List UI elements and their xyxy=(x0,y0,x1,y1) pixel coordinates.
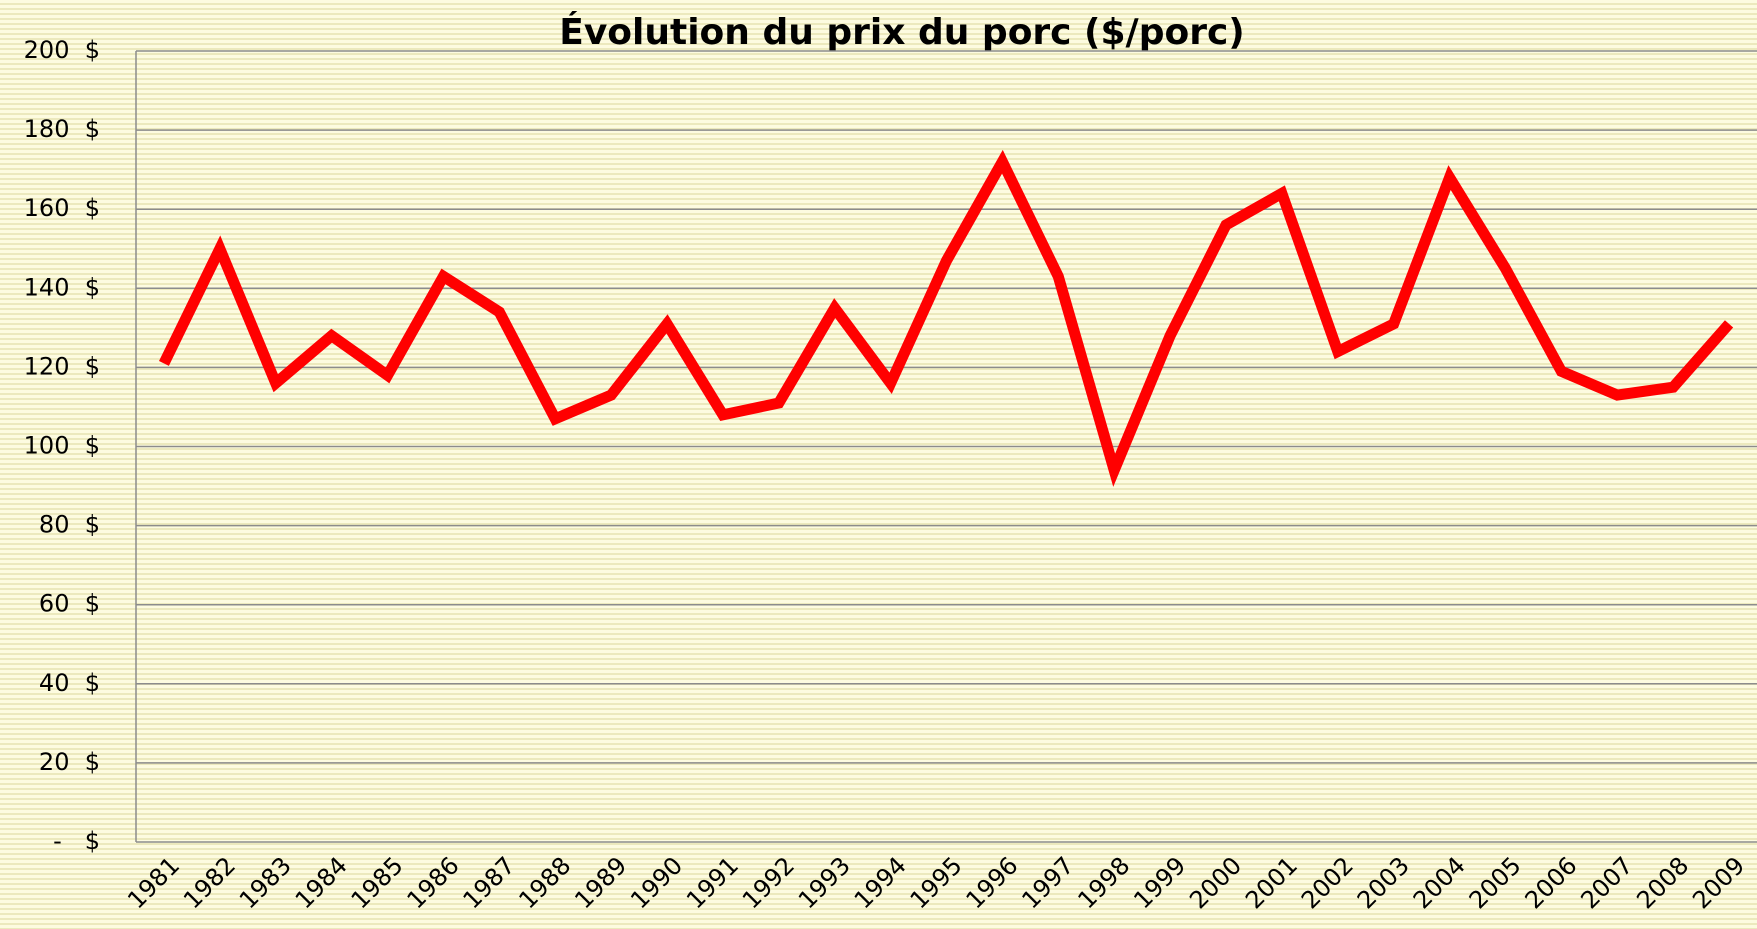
x-tick-label: 1994 xyxy=(849,851,912,914)
x-tick-label: 1999 xyxy=(1128,851,1191,914)
x-tick-label: 1998 xyxy=(1072,851,1135,914)
x-tick-label: 2007 xyxy=(1575,851,1638,914)
x-tick-label: 1990 xyxy=(625,851,688,914)
x-tick-label: 2004 xyxy=(1408,851,1471,914)
y-tick-label: 140 $ xyxy=(24,273,100,301)
x-tick-label: 1997 xyxy=(1016,851,1079,914)
x-tick-label: 1993 xyxy=(793,851,856,914)
y-tick-label: 60 $ xyxy=(39,590,100,618)
x-tick-label: 1992 xyxy=(737,851,800,914)
line-series xyxy=(159,149,1734,487)
x-tick-label: 2006 xyxy=(1520,851,1583,914)
y-tick-label: 200 $ xyxy=(24,36,100,64)
x-tick-label: 1981 xyxy=(122,851,185,914)
x-tick-label: 2009 xyxy=(1687,851,1750,914)
x-tick-label: 1987 xyxy=(458,851,521,914)
x-tick-label: 1982 xyxy=(178,851,241,914)
x-tick-label: 2000 xyxy=(1184,851,1247,914)
y-tick-label: 120 $ xyxy=(24,352,100,380)
y-tick-label: 160 $ xyxy=(24,194,100,222)
x-tick-label: 1988 xyxy=(513,851,576,914)
x-tick-label: 1995 xyxy=(905,851,968,914)
y-tick-label: - $ xyxy=(53,827,100,855)
x-tick-label: 1985 xyxy=(346,851,409,914)
x-tick-label: 1986 xyxy=(402,851,465,914)
x-tick-label: 1983 xyxy=(234,851,297,914)
x-tick-label: 1991 xyxy=(681,851,744,914)
x-tick-label: 2002 xyxy=(1296,851,1359,914)
y-tick-label: 180 $ xyxy=(24,115,100,143)
y-tick-label: 100 $ xyxy=(24,432,100,460)
y-tick-label: 20 $ xyxy=(39,748,100,776)
x-tick-label: 2005 xyxy=(1464,851,1527,914)
y-tick-label: 40 $ xyxy=(39,669,100,697)
x-tick-label: 2003 xyxy=(1352,851,1415,914)
y-tick-label: 80 $ xyxy=(39,511,100,539)
x-tick-label: 2001 xyxy=(1240,851,1303,914)
x-tick-label: 2008 xyxy=(1631,851,1694,914)
chart-title: Évolution du prix du porc ($/porc) xyxy=(559,11,1245,53)
x-tick-label: 1996 xyxy=(961,851,1024,914)
x-tick-label: 1984 xyxy=(290,851,353,914)
x-tick-label: 1989 xyxy=(569,851,632,914)
